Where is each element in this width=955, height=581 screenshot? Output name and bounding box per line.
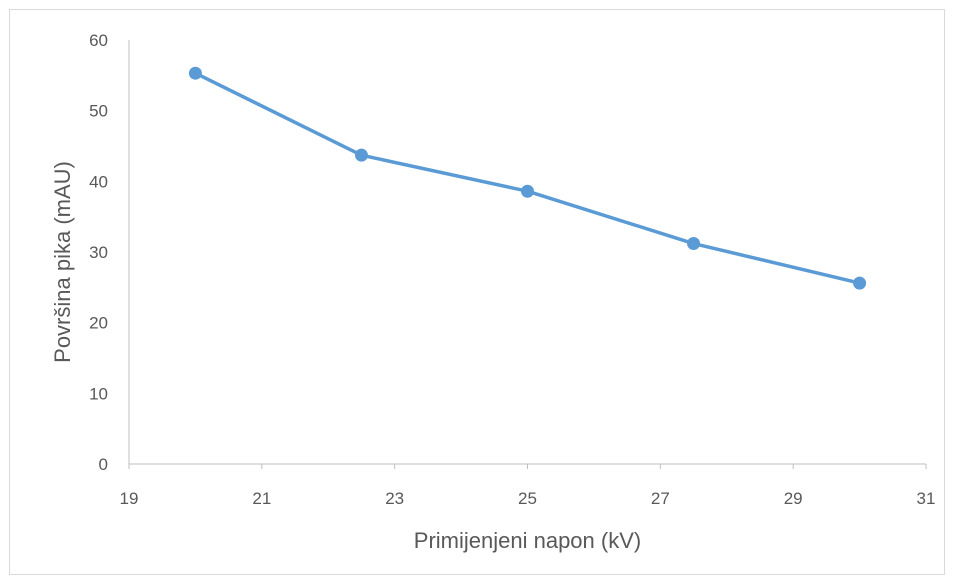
x-tick-label: 23	[385, 489, 404, 508]
data-point	[521, 184, 534, 198]
x-axis-title: Primijenjeni napon (kV)	[414, 528, 641, 553]
series-layer	[188, 66, 867, 290]
x-tick-label: 27	[651, 489, 670, 508]
data-point	[687, 237, 701, 251]
chart-frame	[9, 9, 945, 575]
x-tick-label: 25	[518, 489, 537, 508]
x-tick-label: 29	[784, 489, 803, 508]
x-tick-label: 21	[252, 489, 271, 508]
y-tick-label: 10	[89, 384, 108, 403]
y-tick-label: 40	[89, 172, 108, 191]
y-tick-label: 30	[89, 243, 108, 262]
data-point	[188, 66, 202, 80]
y-tick-label: 60	[89, 31, 108, 50]
data-point	[354, 148, 368, 162]
y-axis-title: Površina pika (mAU)	[50, 161, 75, 363]
y-tick-label: 20	[89, 314, 108, 333]
y-tick-label: 0	[99, 455, 108, 474]
y-tick-label: 50	[89, 102, 108, 121]
axes	[128, 40, 926, 465]
series-line	[194, 71, 860, 285]
x-tick-label: 31	[917, 489, 936, 508]
x-tick-labels: 19 21 23 25 27 29 31	[120, 464, 936, 508]
data-point	[853, 276, 867, 290]
x-tick-label: 19	[120, 489, 139, 508]
y-tick-labels: 0 10 20 30 40 50 60	[89, 31, 108, 474]
